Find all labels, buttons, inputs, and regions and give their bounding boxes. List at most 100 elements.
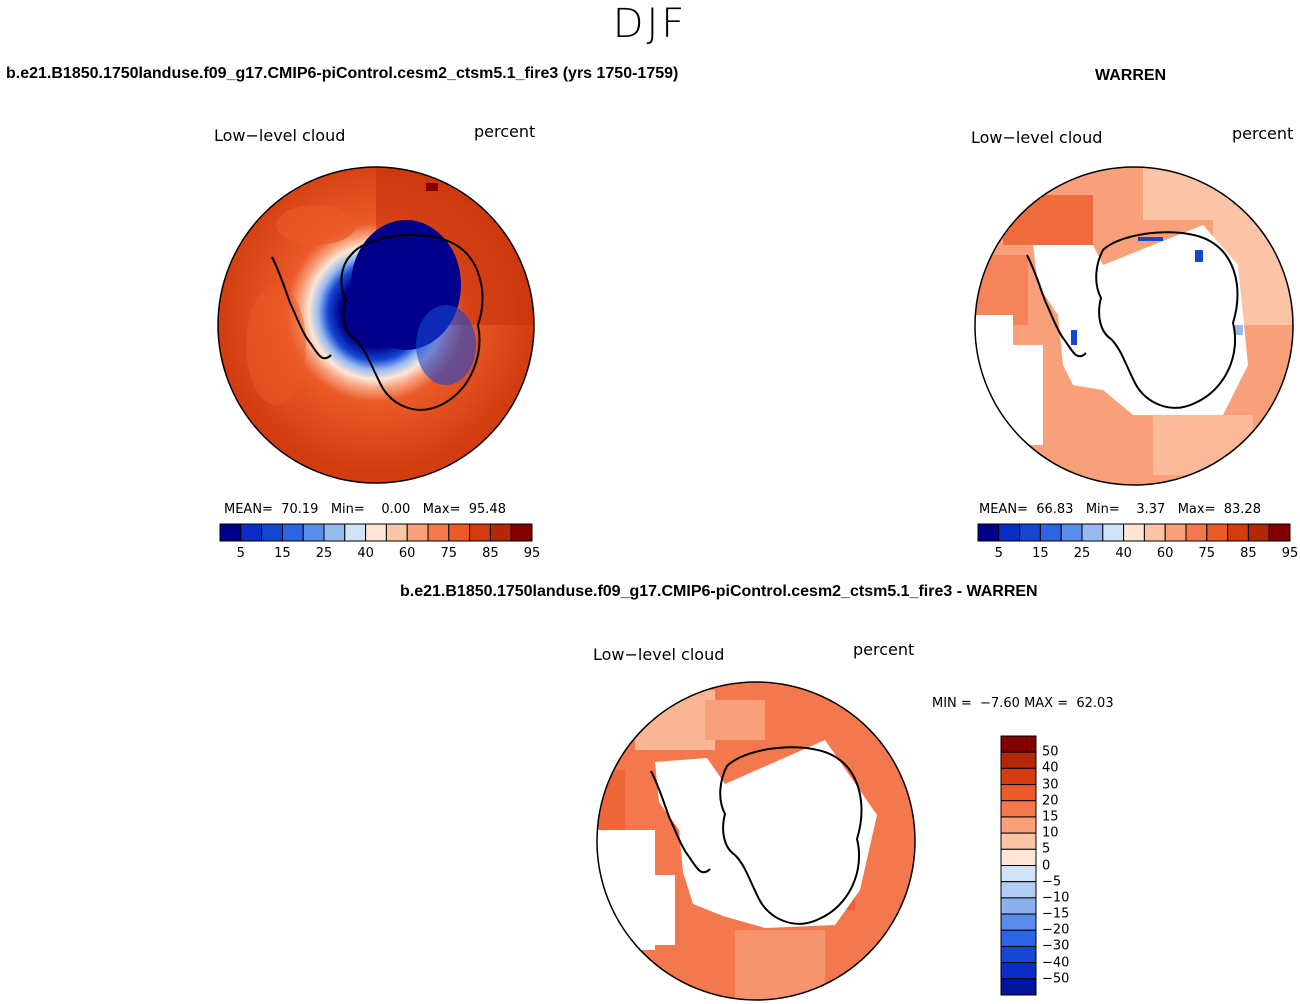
- diff-colorbar-swatch: [1000, 848, 1037, 866]
- diff-colorbar-swatch: [1000, 865, 1037, 883]
- obs-colorbar-tick-label: 75: [1198, 546, 1216, 561]
- obs-colorbar-tick-label: 5: [994, 546, 1003, 561]
- obs-colorbar-swatch: [1206, 523, 1229, 542]
- model-max-label: Max=: [422, 502, 461, 517]
- obs-units-label: percent: [1232, 124, 1294, 143]
- diff-colorbar-swatch: [1000, 962, 1037, 980]
- obs-max-label: Max=: [1177, 502, 1216, 517]
- diff-colorbar-swatch: [1000, 978, 1037, 996]
- obs-variable-label: Low−level cloud: [971, 128, 1103, 147]
- model-polar-map: [217, 166, 535, 484]
- obs-stats: MEAN= 66.83 Min= 3.37 Max= 83.28: [979, 502, 1261, 517]
- obs-colorbar-tick-label: 40: [1115, 546, 1132, 561]
- obs-colorbar-swatch: [977, 523, 1000, 542]
- obs-colorbar: [977, 523, 1291, 542]
- model-variable-label: Low−level cloud: [214, 126, 346, 145]
- model-colorbar-swatch: [281, 523, 304, 542]
- diff-colorbar-tick-label: −15: [1042, 906, 1070, 922]
- diff-polar-map: [596, 681, 916, 1001]
- diff-colorbar-tick-label: 40: [1042, 760, 1059, 776]
- diff-colorbar-tick-label: −40: [1042, 955, 1070, 971]
- diff-colorbar-tick-label: −10: [1042, 890, 1070, 906]
- diff-colorbar-swatch: [1000, 767, 1037, 786]
- diff-colorbar-swatch: [1000, 800, 1037, 818]
- obs-colorbar-swatch: [1143, 523, 1166, 542]
- diff-max-value: 62.03: [1076, 696, 1114, 711]
- model-colorbar-swatch: [240, 523, 263, 542]
- model-colorbar-swatch: [489, 523, 512, 542]
- diff-colorbar-swatch: [1000, 929, 1037, 947]
- model-colorbar-swatch: [219, 523, 242, 542]
- diff-colorbar-swatch: [1000, 897, 1037, 915]
- model-colorbar-tick-label: 75: [440, 546, 458, 561]
- diff-colorbar-swatch: [1000, 913, 1037, 931]
- model-colorbar-tick-label: 15: [274, 546, 291, 561]
- obs-mean-value: 66.83: [1036, 502, 1074, 517]
- obs-colorbar-swatch: [998, 523, 1021, 542]
- obs-colorbar-swatch: [1102, 523, 1125, 542]
- model-colorbar-swatch: [510, 523, 533, 542]
- model-mean-value: 70.19: [281, 502, 319, 517]
- obs-colorbar-tick-label: 85: [1240, 546, 1257, 561]
- obs-colorbar-swatch: [1227, 523, 1249, 542]
- diff-minmax: MIN = −7.60 MAX = 62.03: [932, 696, 1114, 711]
- model-colorbar-swatch: [302, 523, 325, 542]
- diff-colorbar-swatch: [1000, 784, 1037, 802]
- diff-colorbar-labels: 50 40 30 20 15 10 5 0 −5 −10 −15 −20 −30 −40 −50: [1042, 736, 1102, 995]
- model-colorbar-swatch: [323, 523, 346, 542]
- obs-case-title: WARREN: [1095, 67, 1167, 84]
- diff-colorbar-tick-label: 0: [1042, 858, 1051, 873]
- model-colorbar-swatch: [385, 523, 408, 542]
- diff-variable-label: Low−level cloud: [593, 645, 725, 664]
- diff-colorbar-tick-label: −5: [1042, 874, 1062, 890]
- diff-colorbar-tick-label: 10: [1042, 825, 1059, 841]
- model-colorbar-tick-label: 25: [315, 546, 333, 561]
- diff-colorbar-tick-label: 15: [1042, 809, 1059, 825]
- obs-min-value: 3.37: [1136, 502, 1166, 517]
- obs-colorbar-swatch: [1247, 523, 1270, 542]
- diff-case-title: b.e21.B1850.1750landuse.f09_g17.CMIP6-pi…: [400, 583, 1038, 600]
- model-colorbar: [219, 523, 533, 542]
- diff-colorbar-swatch: [1000, 832, 1037, 850]
- model-max-value: 95.48: [468, 502, 506, 517]
- diff-colorbar-swatch: [1000, 735, 1037, 753]
- obs-colorbar-swatch: [1123, 523, 1145, 542]
- diff-colorbar-tick-label: 50: [1042, 744, 1059, 760]
- diff-colorbar-swatch: [1000, 751, 1037, 769]
- obs-colorbar-swatch: [1019, 523, 1041, 542]
- model-stats: MEAN= 70.19 Min= 0.00 Max= 95.48: [224, 502, 506, 517]
- model-colorbar-swatch: [261, 523, 283, 542]
- model-colorbar-tick-label: 95: [523, 546, 541, 561]
- model-colorbar-tick-label: 5: [236, 546, 245, 561]
- obs-colorbar-labels: 5 15 25 40 60 75 85 95: [978, 546, 1299, 562]
- diff-units-label: percent: [853, 640, 915, 659]
- obs-polar-map: [974, 166, 1294, 486]
- model-colorbar-swatch: [427, 523, 450, 542]
- diff-max-label: MAX =: [1024, 696, 1069, 711]
- obs-colorbar-tick-label: 25: [1073, 546, 1091, 561]
- diff-colorbar-tick-label: 5: [1042, 841, 1051, 857]
- diff-colorbar-tick-label: 30: [1042, 777, 1059, 793]
- obs-min-label: Min=: [1085, 502, 1120, 517]
- obs-colorbar-swatch: [1185, 523, 1208, 542]
- model-mean-label: MEAN=: [224, 502, 273, 517]
- model-colorbar-tick-label: 85: [482, 546, 499, 561]
- diff-colorbar: [1000, 735, 1037, 996]
- obs-colorbar-swatch: [1039, 523, 1062, 542]
- obs-colorbar-swatch: [1081, 523, 1104, 542]
- diff-colorbar-tick-label: −20: [1042, 922, 1070, 938]
- obs-mean-label: MEAN=: [979, 502, 1028, 517]
- figure-title: DJF: [612, 1, 688, 47]
- obs-colorbar-tick-label: 15: [1032, 546, 1049, 561]
- obs-colorbar-tick-label: 60: [1156, 546, 1174, 561]
- obs-colorbar-swatch: [1164, 523, 1187, 542]
- model-case-title: b.e21.B1850.1750landuse.f09_g17.CMIP6-pi…: [6, 65, 679, 82]
- model-units-label: percent: [474, 122, 536, 141]
- diff-min-label: MIN =: [932, 696, 972, 711]
- model-colorbar-swatch: [469, 523, 491, 542]
- obs-colorbar-swatch: [1060, 523, 1083, 542]
- diff-colorbar-tick-label: −30: [1042, 938, 1070, 954]
- diff-colorbar-swatch: [1000, 881, 1037, 899]
- model-colorbar-swatch: [344, 523, 367, 542]
- model-colorbar-swatch: [448, 523, 471, 542]
